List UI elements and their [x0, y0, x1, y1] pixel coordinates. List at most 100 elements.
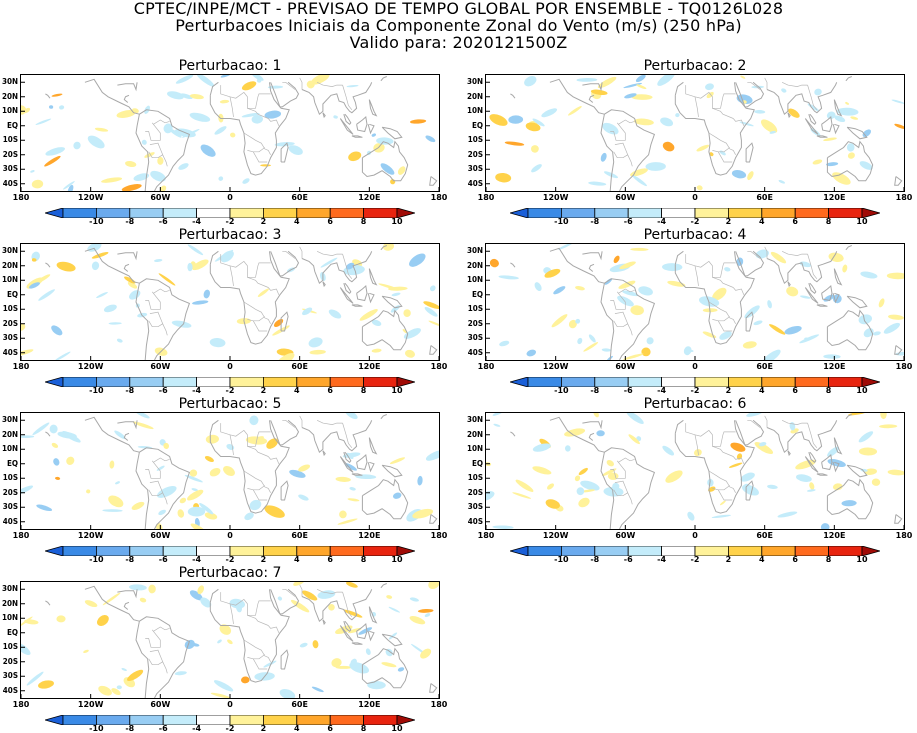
- field-map: [486, 413, 904, 529]
- longitude-label: 120E: [358, 193, 381, 202]
- axis-ticks: [21, 419, 439, 529]
- panel-title: Perturbacao: 3: [178, 227, 282, 243]
- colorbar-swatch: [527, 546, 562, 556]
- colorbar-tick-label: -2: [225, 724, 235, 733]
- map-frame: [20, 74, 440, 192]
- colorbar-tick-label: 4: [759, 217, 765, 226]
- colorbar-swatch: [296, 546, 331, 556]
- field-map: [21, 413, 439, 529]
- latitude-label: 40S: [467, 516, 483, 526]
- longitude-label: 60E: [756, 362, 773, 371]
- colorbar-swatch: [627, 208, 663, 218]
- latitude-label: 30S: [2, 164, 18, 174]
- axis-ticks: [486, 81, 904, 191]
- panel-title: Perturbacao: 2: [643, 58, 747, 74]
- colorbar-tick-label: -6: [623, 217, 633, 226]
- colorbar-tick-label: 2: [260, 555, 267, 564]
- country-borders: [145, 415, 353, 505]
- longitude-label: 120W: [77, 362, 104, 371]
- latitude-label: 10N: [1, 613, 18, 623]
- axis-ticks: [21, 250, 439, 360]
- axis-ticks: [21, 588, 439, 698]
- colorbar-swatch: [162, 546, 198, 556]
- colorbar-swatch: [761, 377, 796, 387]
- latitude-label: 10N: [1, 106, 18, 116]
- field-map: [21, 75, 439, 191]
- latitude-label: 20N: [466, 91, 483, 101]
- longitude-label: 60W: [615, 193, 636, 202]
- colorbar-swatch: [861, 546, 880, 556]
- latitude-label: 10N: [466, 444, 483, 454]
- latitude-label: 20S: [467, 487, 483, 497]
- longitude-label: 180: [477, 193, 495, 202]
- figure-header: CPTEC/INPE/MCT - PREVISAO DE TEMPO GLOBA…: [0, 0, 917, 51]
- longitude-label: 120W: [542, 531, 569, 540]
- latitude-label: 20S: [467, 318, 483, 328]
- colorbar-swatches: [510, 546, 880, 556]
- colorbar-tick-label: -4: [657, 217, 667, 226]
- colorbar-swatch: [594, 208, 629, 218]
- latitude-label: EQ: [6, 289, 18, 299]
- colorbar-swatch: [561, 546, 596, 556]
- latitude-label: 10S: [467, 135, 483, 145]
- longitude-label: 60W: [150, 531, 171, 540]
- latitude-label: 20N: [466, 429, 483, 439]
- colorbar-swatch: [363, 208, 398, 218]
- latitude-label: 30N: [466, 246, 483, 256]
- colorbar-tick-label: -4: [192, 555, 202, 564]
- latitude-label: 20S: [2, 149, 18, 159]
- longitude-label: 60W: [615, 362, 636, 371]
- longitude-label: 60E: [291, 700, 308, 709]
- colorbar-tick-label: 2: [260, 724, 267, 733]
- colorbar-tick-label: 2: [260, 386, 267, 395]
- colorbar-swatch: [694, 377, 729, 387]
- latitude-label: 10N: [466, 106, 483, 116]
- latitude-label: EQ: [471, 120, 483, 130]
- colorbar-swatch: [45, 546, 64, 556]
- longitude-label: 0: [692, 531, 698, 540]
- colorbar-swatch: [510, 546, 529, 556]
- field-map: [486, 244, 904, 360]
- colorbar-swatch: [561, 208, 596, 218]
- colorbar-swatch: [96, 377, 131, 387]
- title-line-2: Perturbacoes Iniciais da Componente Zona…: [175, 16, 742, 35]
- colorbar-swatch: [129, 208, 164, 218]
- latitude-label: 10S: [2, 304, 18, 314]
- colorbar-swatch: [561, 377, 596, 387]
- coastlines: [45, 76, 438, 191]
- country-borders: [145, 246, 353, 336]
- longitude-label: 60E: [756, 193, 773, 202]
- colorbar-swatch: [363, 546, 398, 556]
- longitude-label: 120E: [358, 362, 381, 371]
- latitude-label: 10N: [466, 275, 483, 285]
- latitude-label: 30S: [2, 502, 18, 512]
- colorbar-tick-label: 10: [391, 386, 403, 395]
- axis-ticks: [486, 250, 904, 360]
- colorbar-swatch: [196, 546, 231, 556]
- longitude-label: 120W: [77, 193, 104, 202]
- longitude-label: 60W: [150, 362, 171, 371]
- longitude-label: 120E: [823, 531, 846, 540]
- colorbar-swatch: [196, 715, 231, 725]
- colorbar-tick-label: -2: [225, 555, 235, 564]
- colorbar-swatch: [794, 208, 830, 218]
- field-map: [21, 244, 439, 360]
- colorbar-swatch: [761, 208, 796, 218]
- colorbar-tick-label: 6: [327, 555, 333, 564]
- colorbar-swatch: [861, 377, 880, 387]
- country-borders: [145, 77, 353, 167]
- colorbar-swatch: [129, 377, 164, 387]
- field-map: [21, 582, 439, 698]
- longitude-label: 0: [692, 193, 698, 202]
- longitude-label: 120W: [542, 193, 569, 202]
- colorbar-tick-label: -2: [690, 386, 700, 395]
- longitude-label: 0: [227, 193, 233, 202]
- latitude-label: 30N: [1, 584, 18, 594]
- colorbar-tick-label: 2: [725, 555, 732, 564]
- latitude-label: 30N: [1, 77, 18, 87]
- colorbar-swatch: [627, 377, 663, 387]
- latitude-label: 30N: [466, 77, 483, 87]
- longitude-label: 180: [12, 531, 30, 540]
- colorbar-swatch: [794, 546, 830, 556]
- latitude-label: 40S: [2, 685, 18, 695]
